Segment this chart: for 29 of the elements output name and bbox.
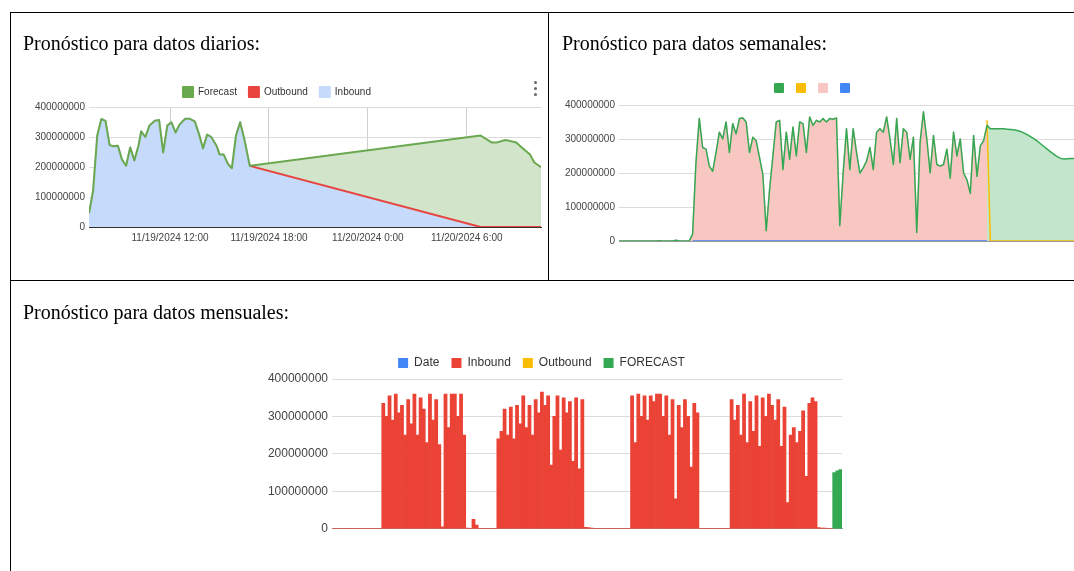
y-tick-label: 0 bbox=[321, 521, 329, 536]
y-tick-label: 200000000 bbox=[564, 166, 616, 178]
legend-label: Outbound bbox=[538, 355, 592, 370]
y-tick-label: 400000000 bbox=[267, 371, 329, 386]
y-tick-label: 400000000 bbox=[34, 100, 86, 112]
legend-label: Forecast bbox=[198, 85, 238, 97]
y-tick-label: 0 bbox=[609, 234, 616, 246]
x-tick-label: 11/19/2024 12:00 bbox=[131, 231, 210, 243]
text: Pronóstico para datos mensuales: bbox=[23, 300, 290, 324]
legend-label: Outbound bbox=[263, 85, 308, 97]
legend-label: Inbound bbox=[467, 355, 511, 370]
chart-title: Pronóstico para datos semanales: bbox=[562, 31, 827, 55]
y-tick-label: 100000000 bbox=[267, 483, 329, 498]
x-tick-label: 11/20/2024 0:00 bbox=[332, 231, 405, 243]
y-tick-label: 300000000 bbox=[267, 408, 329, 423]
y-tick-label: 400000000 bbox=[564, 98, 616, 110]
y-tick-label: 200000000 bbox=[267, 446, 329, 461]
x-tick-label: 11/19/2024 18:00 bbox=[230, 231, 308, 243]
legend-label: Date bbox=[414, 355, 440, 370]
y-tick-label: 0 bbox=[79, 220, 86, 232]
y-tick-label: 100000000 bbox=[564, 200, 616, 212]
y-tick-label: 300000000 bbox=[564, 132, 616, 144]
legend-label: Inbound bbox=[334, 85, 371, 97]
y-tick-label: 200000000 bbox=[34, 160, 86, 172]
y-tick-label: 100000000 bbox=[34, 190, 86, 202]
y-tick-label: 300000000 bbox=[34, 130, 86, 142]
legend-label: FORECAST bbox=[619, 355, 686, 370]
chart-title: Pronóstico para datos diarios: bbox=[23, 31, 261, 55]
x-tick-label: 11/20/2024 6:00 bbox=[431, 231, 504, 243]
